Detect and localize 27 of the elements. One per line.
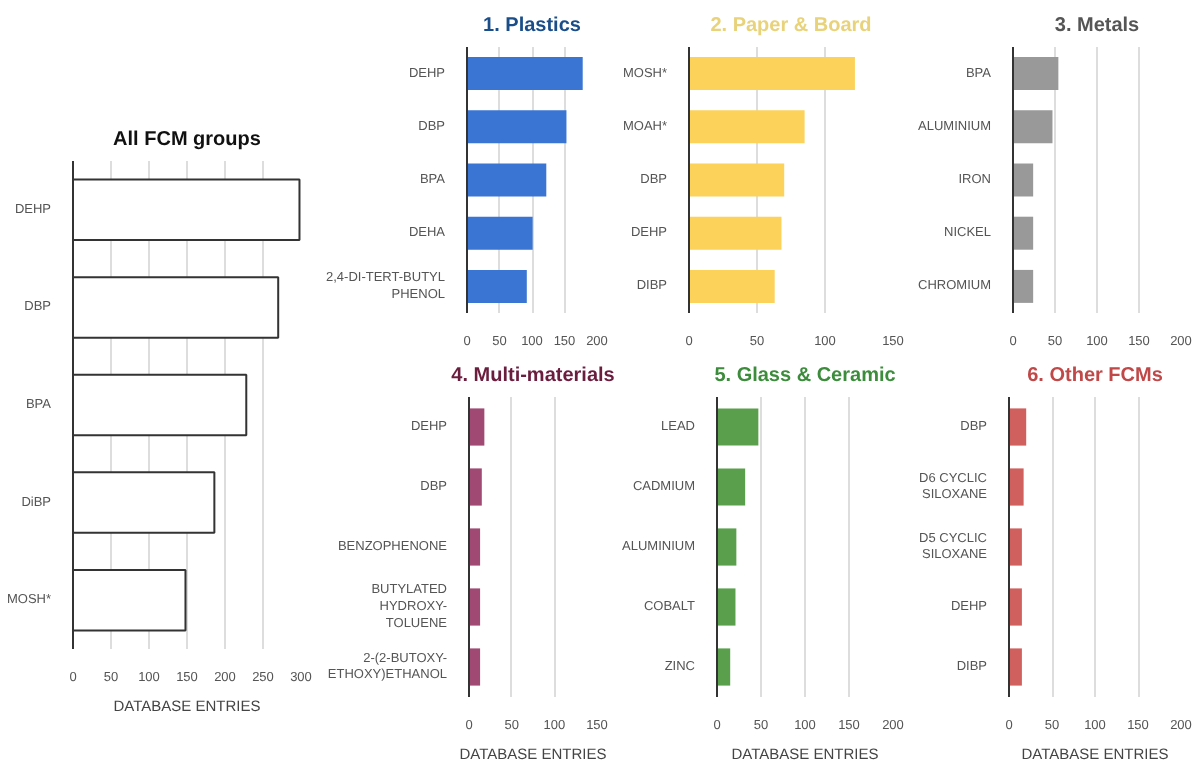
bar xyxy=(1013,163,1034,197)
bar xyxy=(717,468,746,506)
bar xyxy=(689,216,782,250)
bar xyxy=(689,110,805,144)
chart-title: 5. Glass & Ceramic xyxy=(714,365,897,387)
bar xyxy=(467,110,567,144)
chart-title: All FCM groups xyxy=(113,129,262,151)
bar xyxy=(467,163,547,197)
bar xyxy=(1013,110,1053,144)
bar xyxy=(717,648,731,686)
bar xyxy=(717,528,737,566)
bar xyxy=(717,588,736,626)
bar xyxy=(467,57,583,91)
chart-title: 1. Plastics xyxy=(483,15,582,37)
bar xyxy=(717,408,759,446)
chart-title: 2. Paper & Board xyxy=(710,15,872,37)
chart-title: 4. Multi-materials xyxy=(451,365,616,387)
bar xyxy=(1013,216,1034,250)
bar xyxy=(467,216,533,250)
chart-title: 6. Other FCMs xyxy=(1027,365,1164,387)
bar xyxy=(1013,57,1059,91)
bar xyxy=(467,269,527,303)
bar xyxy=(689,57,855,91)
bar xyxy=(1013,269,1034,303)
bar xyxy=(689,163,785,197)
bar xyxy=(689,269,775,303)
chart-title: 3. Metals xyxy=(1054,15,1141,37)
